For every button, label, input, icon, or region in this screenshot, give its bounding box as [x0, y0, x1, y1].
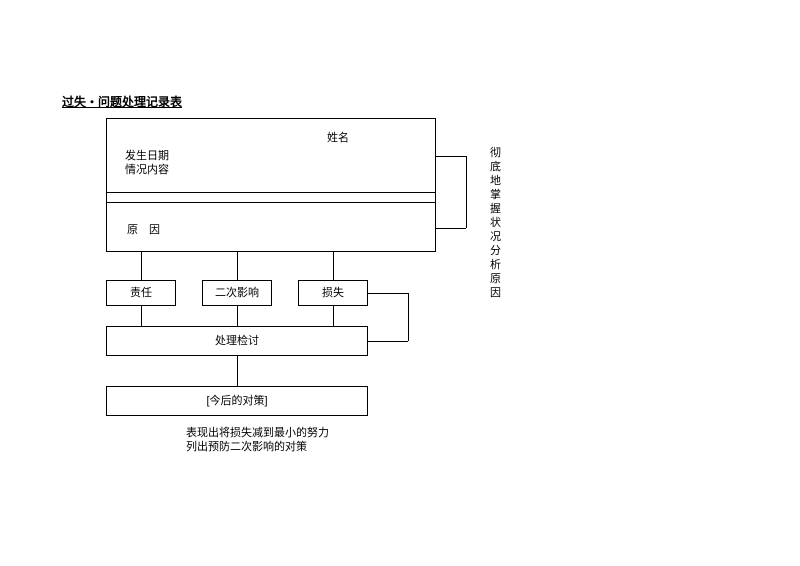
connector	[141, 252, 142, 280]
connector	[436, 156, 466, 157]
loss-box: 损失	[298, 280, 368, 306]
connector	[368, 293, 408, 294]
connector	[333, 252, 334, 280]
connector	[333, 306, 334, 326]
connector	[368, 341, 408, 342]
connector	[466, 156, 467, 228]
content-label: 情况内容	[125, 161, 169, 177]
connector	[237, 252, 238, 280]
future-box: [今后的对策]	[106, 386, 368, 416]
liability-box: 责任	[106, 280, 176, 306]
page-title: 过失・问题处理记录表	[62, 93, 182, 110]
connector	[408, 293, 409, 341]
cause-box: 原 因	[106, 202, 436, 252]
connector	[436, 228, 466, 229]
connector	[141, 306, 142, 326]
connector	[237, 356, 238, 386]
connector	[106, 193, 107, 202]
bottom-note-2: 列出预防二次影响的对策	[186, 438, 307, 454]
info-box: 姓名 发生日期 情况内容	[106, 118, 436, 193]
connector	[435, 193, 436, 202]
secondary-box: 二次影响	[202, 280, 272, 306]
name-label: 姓名	[327, 129, 349, 145]
cause-label: 原 因	[127, 224, 160, 236]
review-box: 处理检讨	[106, 326, 368, 356]
connector	[237, 306, 238, 326]
right-annotation: 彻底地掌握状况分析原因	[490, 146, 502, 300]
